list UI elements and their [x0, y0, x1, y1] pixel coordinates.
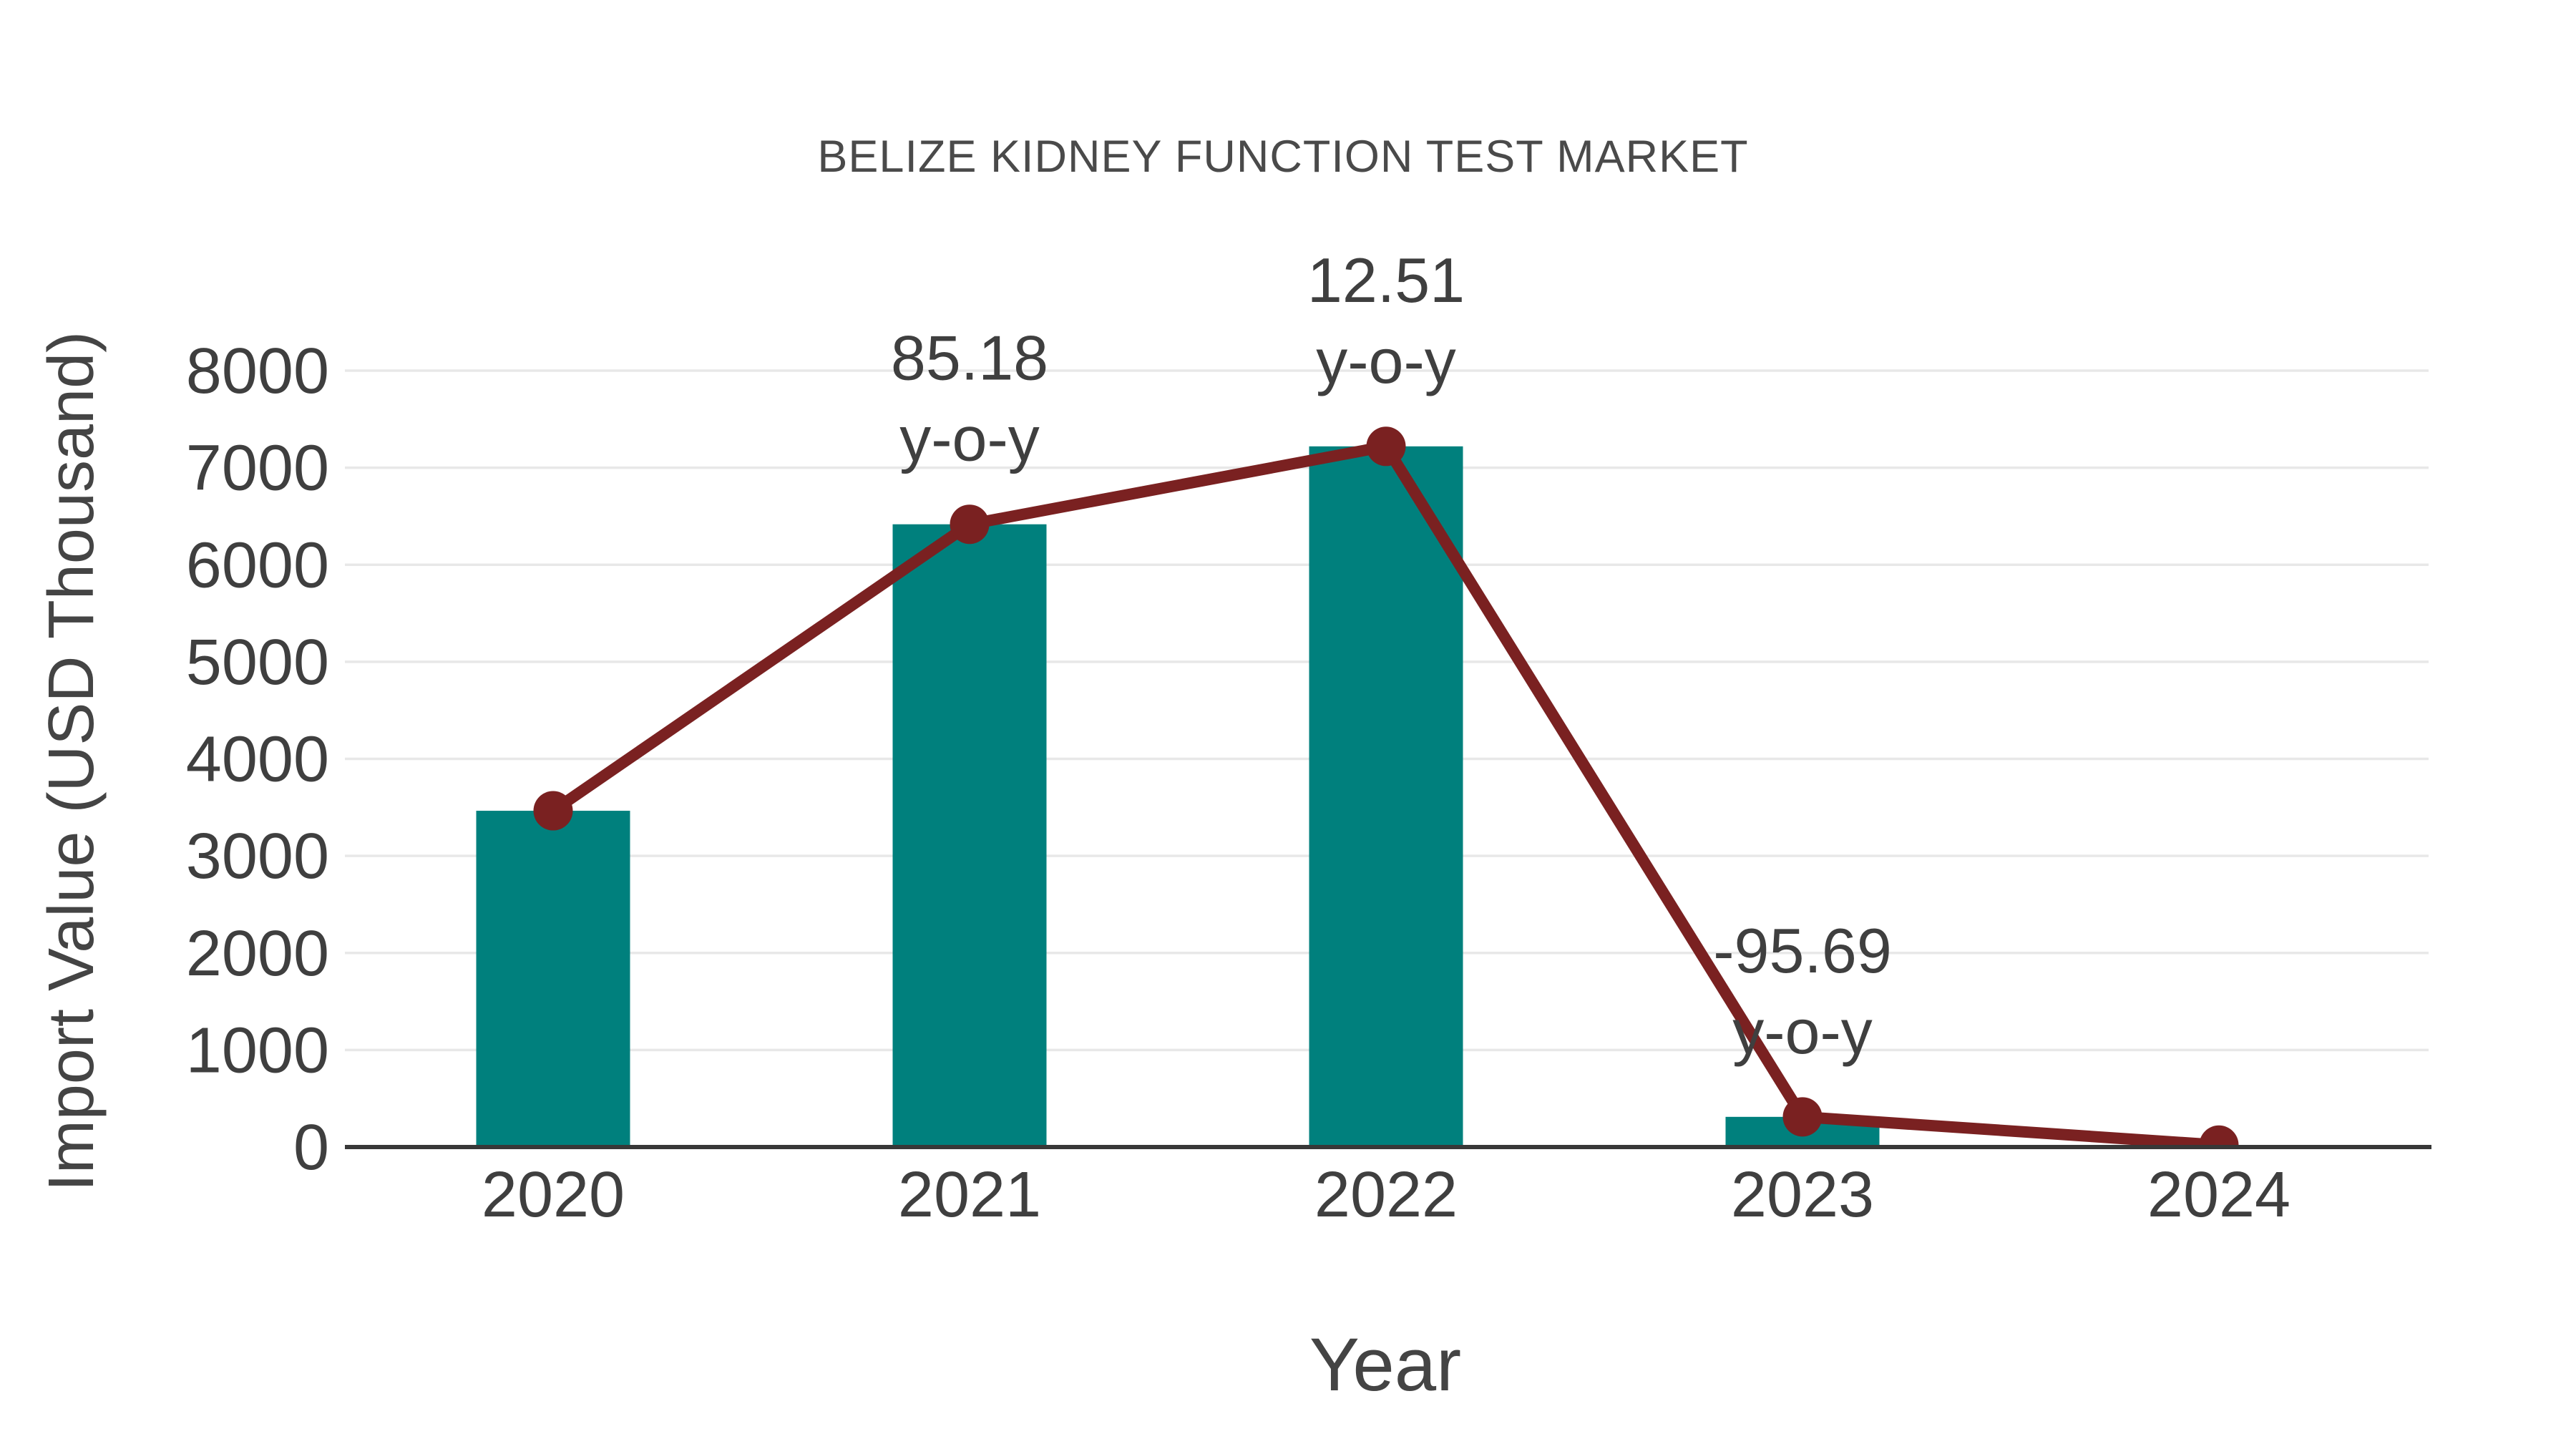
bar-2022: [1309, 446, 1463, 1147]
y-tick-label: 3000: [186, 821, 329, 892]
y-tick-label: 5000: [186, 627, 329, 698]
x-tick-label: 2021: [898, 1159, 1041, 1231]
y-tick-label: 4000: [186, 724, 329, 796]
y-tick-label: 2000: [186, 918, 329, 990]
y-tick-label: 7000: [186, 433, 329, 504]
bar-2021: [892, 524, 1047, 1147]
tick-labels-layer: 0 1000 2000 3000 4000 5000 6000 7000 8000 2020 202…: [186, 336, 2290, 1231]
bar-series-layer: [476, 446, 2296, 1147]
x-tick-label: 2023: [1731, 1159, 1874, 1231]
y-axis-title: Import Value (USD Thousand): [36, 331, 107, 1191]
x-tick-label: 2024: [2147, 1159, 2290, 1231]
annotation-value-2021: 85.18: [891, 323, 1048, 394]
bar-2020: [476, 811, 630, 1147]
y-tick-label: 0: [293, 1112, 329, 1184]
data-point-marker-2023: [1782, 1097, 1823, 1137]
annotation-value-2022: 12.51: [1307, 245, 1465, 316]
annotation-subtext-2021: y-o-y: [899, 404, 1040, 474]
data-point-marker-2022: [1366, 426, 1406, 467]
x-axis-title: Year: [1309, 1323, 1461, 1407]
data-point-marker-2021: [950, 504, 990, 545]
y-tick-label: 1000: [186, 1015, 329, 1086]
annotation-value-2023: -95.69: [1713, 915, 1892, 986]
chart-title: BELIZE KIDNEY FUNCTION TEST MARKET: [817, 132, 1748, 182]
data-point-marker-2024: [2199, 1125, 2239, 1147]
data-point-marker-2020: [533, 791, 573, 831]
y-tick-label: 8000: [186, 336, 329, 407]
x-tick-label: 2020: [482, 1159, 625, 1231]
annotations-layer: 85.18 y-o-y 12.51 y-o-y -95.69 y-o-y: [891, 245, 1892, 1067]
line-series-layer: [533, 426, 2239, 1147]
annotation-subtext-2022: y-o-y: [1316, 326, 1456, 396]
y-tick-label: 6000: [186, 530, 329, 601]
x-tick-label: 2022: [1314, 1159, 1458, 1231]
annotation-subtext-2023: y-o-y: [1732, 996, 1873, 1067]
